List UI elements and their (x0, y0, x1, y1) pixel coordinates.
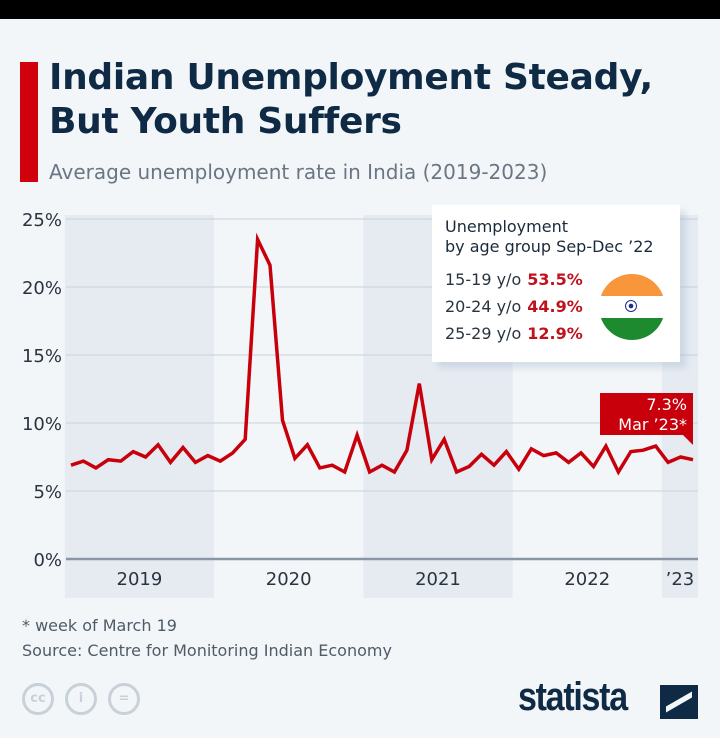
age-label: 15-19 y/o (445, 270, 522, 289)
annotation-label: Mar ’23* (618, 415, 687, 434)
year-band (64, 215, 215, 598)
age-label: 25-29 y/o (445, 324, 522, 343)
y-tick-label: 10% (22, 414, 62, 435)
title-accent-bar (20, 62, 38, 182)
legend-title-line1: Unemployment (445, 217, 568, 236)
attribution-icon[interactable]: i (65, 683, 97, 715)
age-value: 12.9% (527, 324, 583, 343)
x-tick-label: ’23 (666, 569, 695, 590)
india-flag-icon (599, 274, 665, 340)
legend-row: 20-24 y/o 44.9% (445, 297, 583, 316)
statista-logo: statista (518, 675, 628, 719)
x-tick-label: 2019 (117, 569, 163, 590)
ashoka-chakra-icon (625, 300, 637, 312)
source-note: Source: Centre for Monitoring Indian Eco… (22, 641, 392, 660)
y-tick-label: 20% (22, 278, 62, 299)
age-value: 53.5% (527, 270, 583, 289)
age-value: 44.9% (527, 297, 583, 316)
annotation-pointer (683, 435, 693, 445)
x-tick-label: 2021 (415, 569, 461, 590)
legend-row: 15-19 y/o 53.5% (445, 270, 583, 289)
latest-value-annotation: 7.3% Mar ’23* (600, 393, 693, 445)
y-tick-label: 0% (33, 550, 62, 571)
legend-title: Unemployment by age group Sep-Dec ’22 (445, 217, 654, 257)
statista-logo-mark-icon (660, 685, 698, 719)
legend-row: 25-29 y/o 12.9% (445, 324, 583, 343)
y-tick-label: 5% (33, 482, 62, 503)
legend-title-line2: by age group Sep-Dec ’22 (445, 237, 654, 256)
top-bar (0, 0, 720, 19)
age-group-legend-box: Unemployment by age group Sep-Dec ’22 15-… (432, 205, 680, 362)
x-tick-label: 2022 (564, 569, 610, 590)
subtitle: Average unemployment rate in India (2019… (49, 160, 548, 184)
y-tick-label: 25% (22, 210, 62, 231)
page-title: Indian Unemployment Steady, But Youth Su… (49, 57, 653, 142)
age-label: 20-24 y/o (445, 297, 522, 316)
annotation-value: 7.3% (646, 395, 687, 414)
x-tick-label: 2020 (266, 569, 312, 590)
cc-license-icon[interactable]: cc (22, 683, 54, 715)
footnote: * week of March 19 (22, 616, 177, 635)
no-derivatives-icon[interactable]: = (108, 683, 140, 715)
y-tick-label: 15% (22, 346, 62, 367)
